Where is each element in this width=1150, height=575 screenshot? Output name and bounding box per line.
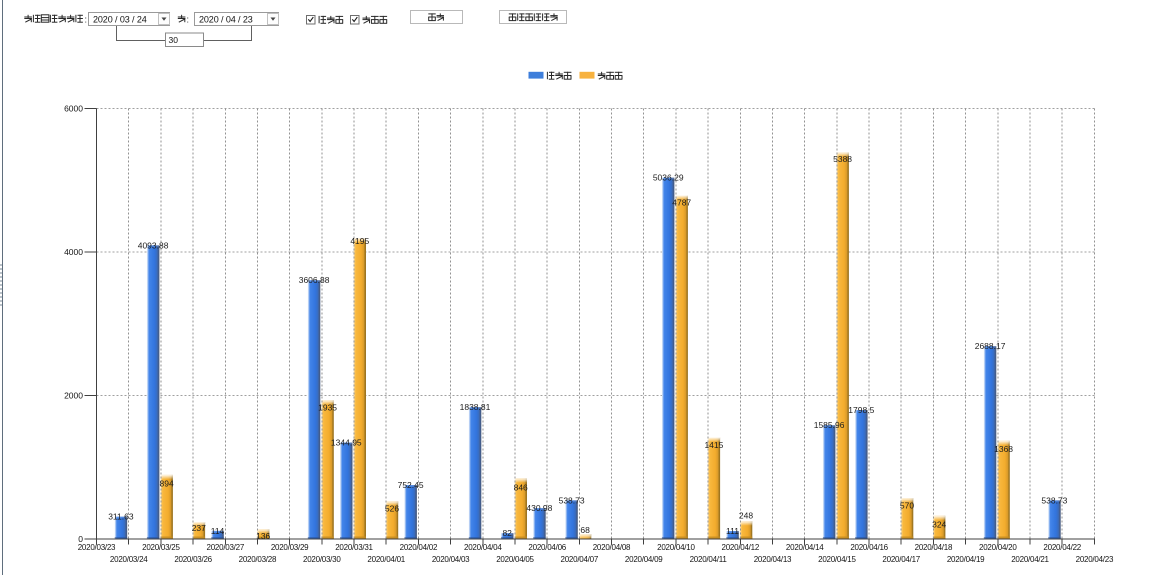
svg-text:1798.5: 1798.5 bbox=[848, 405, 874, 415]
svg-text:2020/04/15: 2020/04/15 bbox=[818, 555, 856, 564]
svg-text:1585.96: 1585.96 bbox=[814, 420, 845, 430]
svg-text:30: 30 bbox=[169, 35, 179, 45]
svg-text::: : bbox=[85, 15, 88, 25]
svg-text:538.73: 538.73 bbox=[559, 495, 585, 505]
svg-text:1368: 1368 bbox=[994, 444, 1013, 454]
svg-text:2020/04/04: 2020/04/04 bbox=[464, 543, 502, 552]
svg-text:538.73: 538.73 bbox=[1041, 495, 1067, 505]
svg-text:0: 0 bbox=[78, 534, 83, 544]
svg-text:2020/03/26: 2020/03/26 bbox=[174, 555, 212, 564]
svg-text:136: 136 bbox=[256, 531, 270, 541]
svg-text:2020/04/23: 2020/04/23 bbox=[1076, 555, 1114, 564]
svg-text:2020/04/10: 2020/04/10 bbox=[657, 543, 695, 552]
svg-text:2020/04/11: 2020/04/11 bbox=[690, 555, 728, 564]
svg-text:114: 114 bbox=[211, 526, 225, 536]
svg-text:2020/04/13: 2020/04/13 bbox=[754, 555, 792, 564]
svg-text:2020/04/21: 2020/04/21 bbox=[1011, 555, 1049, 564]
svg-text:2020/04/03: 2020/04/03 bbox=[432, 555, 470, 564]
svg-text:1838.81: 1838.81 bbox=[460, 402, 491, 412]
svg-text:2020/04/14: 2020/04/14 bbox=[786, 543, 824, 552]
svg-text:237: 237 bbox=[192, 523, 206, 533]
svg-text:2020/04/01: 2020/04/01 bbox=[367, 555, 405, 564]
svg-text:846: 846 bbox=[514, 482, 528, 492]
svg-text:2020/04/22: 2020/04/22 bbox=[1043, 543, 1081, 552]
svg-text:2020/03/25: 2020/03/25 bbox=[142, 543, 180, 552]
svg-text:526: 526 bbox=[385, 503, 399, 513]
svg-text:430.98: 430.98 bbox=[526, 503, 552, 513]
svg-text:3606.88: 3606.88 bbox=[299, 275, 330, 285]
svg-text:2020/04/07: 2020/04/07 bbox=[561, 555, 599, 564]
svg-text:2020 / 03 / 24: 2020 / 03 / 24 bbox=[93, 15, 147, 25]
svg-text:2020 / 04 / 23: 2020 / 04 / 23 bbox=[199, 15, 253, 25]
svg-text:82: 82 bbox=[502, 528, 512, 538]
svg-text:2020/03/31: 2020/03/31 bbox=[335, 543, 373, 552]
svg-text:4000: 4000 bbox=[64, 247, 83, 257]
svg-text:5036.29: 5036.29 bbox=[653, 173, 684, 183]
svg-text:2020/04/02: 2020/04/02 bbox=[400, 543, 438, 552]
svg-text:5388: 5388 bbox=[833, 154, 852, 164]
svg-text:2020/04/06: 2020/04/06 bbox=[528, 543, 566, 552]
svg-text::: : bbox=[187, 15, 190, 25]
svg-text:1935: 1935 bbox=[318, 403, 337, 413]
svg-text:4787: 4787 bbox=[672, 197, 691, 207]
svg-text:2020/03/29: 2020/03/29 bbox=[271, 543, 309, 552]
svg-text:2020/04/16: 2020/04/16 bbox=[850, 543, 888, 552]
svg-text:2000: 2000 bbox=[64, 391, 83, 401]
svg-text:4093.88: 4093.88 bbox=[138, 240, 169, 250]
svg-text:2020/04/19: 2020/04/19 bbox=[947, 555, 985, 564]
svg-text:68: 68 bbox=[580, 525, 590, 535]
svg-text:2020/03/24: 2020/03/24 bbox=[110, 555, 148, 564]
svg-text:2020/04/18: 2020/04/18 bbox=[915, 543, 953, 552]
svg-text:2020/03/23: 2020/03/23 bbox=[78, 543, 116, 552]
svg-text:248: 248 bbox=[739, 511, 753, 521]
svg-text:2020/04/12: 2020/04/12 bbox=[722, 543, 760, 552]
svg-text:1344.95: 1344.95 bbox=[331, 438, 362, 448]
svg-text:2020/04/09: 2020/04/09 bbox=[625, 555, 663, 564]
svg-text:570: 570 bbox=[900, 501, 914, 511]
svg-text:894: 894 bbox=[160, 478, 174, 488]
svg-text:752.45: 752.45 bbox=[398, 480, 424, 490]
svg-text:2020/03/28: 2020/03/28 bbox=[239, 555, 277, 564]
svg-text:4195: 4195 bbox=[350, 236, 369, 246]
svg-text:2688.17: 2688.17 bbox=[975, 341, 1006, 351]
svg-text:1415: 1415 bbox=[704, 440, 723, 450]
svg-text:2020/03/27: 2020/03/27 bbox=[207, 543, 245, 552]
svg-text:311.63: 311.63 bbox=[108, 512, 134, 522]
svg-text:2020/04/08: 2020/04/08 bbox=[593, 543, 631, 552]
svg-text:2020/04/20: 2020/04/20 bbox=[979, 543, 1017, 552]
svg-text:111: 111 bbox=[726, 526, 739, 536]
svg-text:6000: 6000 bbox=[64, 104, 83, 114]
svg-text:324: 324 bbox=[932, 519, 946, 529]
svg-text:2020/04/17: 2020/04/17 bbox=[882, 555, 920, 564]
svg-text:2020/04/05: 2020/04/05 bbox=[496, 555, 534, 564]
svg-text:2020/03/30: 2020/03/30 bbox=[303, 555, 341, 564]
